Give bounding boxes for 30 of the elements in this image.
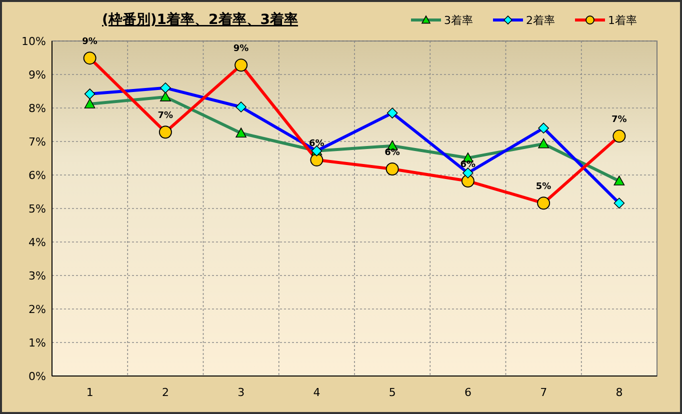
x-tick-label: 3 xyxy=(238,386,245,399)
y-tick-label: 7% xyxy=(28,135,46,148)
x-tick-label: 6 xyxy=(464,386,472,399)
x-tick-label: 8 xyxy=(616,386,623,399)
data-label: 6% xyxy=(309,138,324,149)
y-tick-label: 3% xyxy=(28,269,46,282)
y-tick-label: 1% xyxy=(28,336,46,350)
data-label: 9% xyxy=(233,44,249,54)
data-label: 6% xyxy=(460,160,476,170)
y-tick-label: 4% xyxy=(28,236,46,249)
chart-title: (枠番別)1着率、2着率、3着率 xyxy=(102,11,298,28)
legend-label: 1着率 xyxy=(608,14,637,27)
x-tick-label: 4 xyxy=(313,386,320,399)
legend-label: 2着率 xyxy=(526,14,555,27)
x-tick-label: 5 xyxy=(388,386,396,399)
x-tick-label: 2 xyxy=(162,386,169,399)
y-tick-label: 0% xyxy=(28,370,46,383)
y-tick-label: 6% xyxy=(28,168,46,182)
y-tick-label: 8% xyxy=(28,102,46,115)
x-tick-label: 1 xyxy=(86,386,94,399)
legend-label: 3着率 xyxy=(444,14,473,27)
data-label: 7% xyxy=(158,111,174,122)
y-tick-label: 2% xyxy=(28,302,46,316)
y-tick-label: 9% xyxy=(28,68,46,82)
y-tick-label: 5% xyxy=(28,202,46,216)
data-label: 7% xyxy=(612,115,627,126)
data-label: 9% xyxy=(82,37,98,48)
x-tick-label: 7 xyxy=(540,386,548,399)
data-label: 5% xyxy=(536,182,552,192)
y-tick-label: 10% xyxy=(22,34,46,48)
